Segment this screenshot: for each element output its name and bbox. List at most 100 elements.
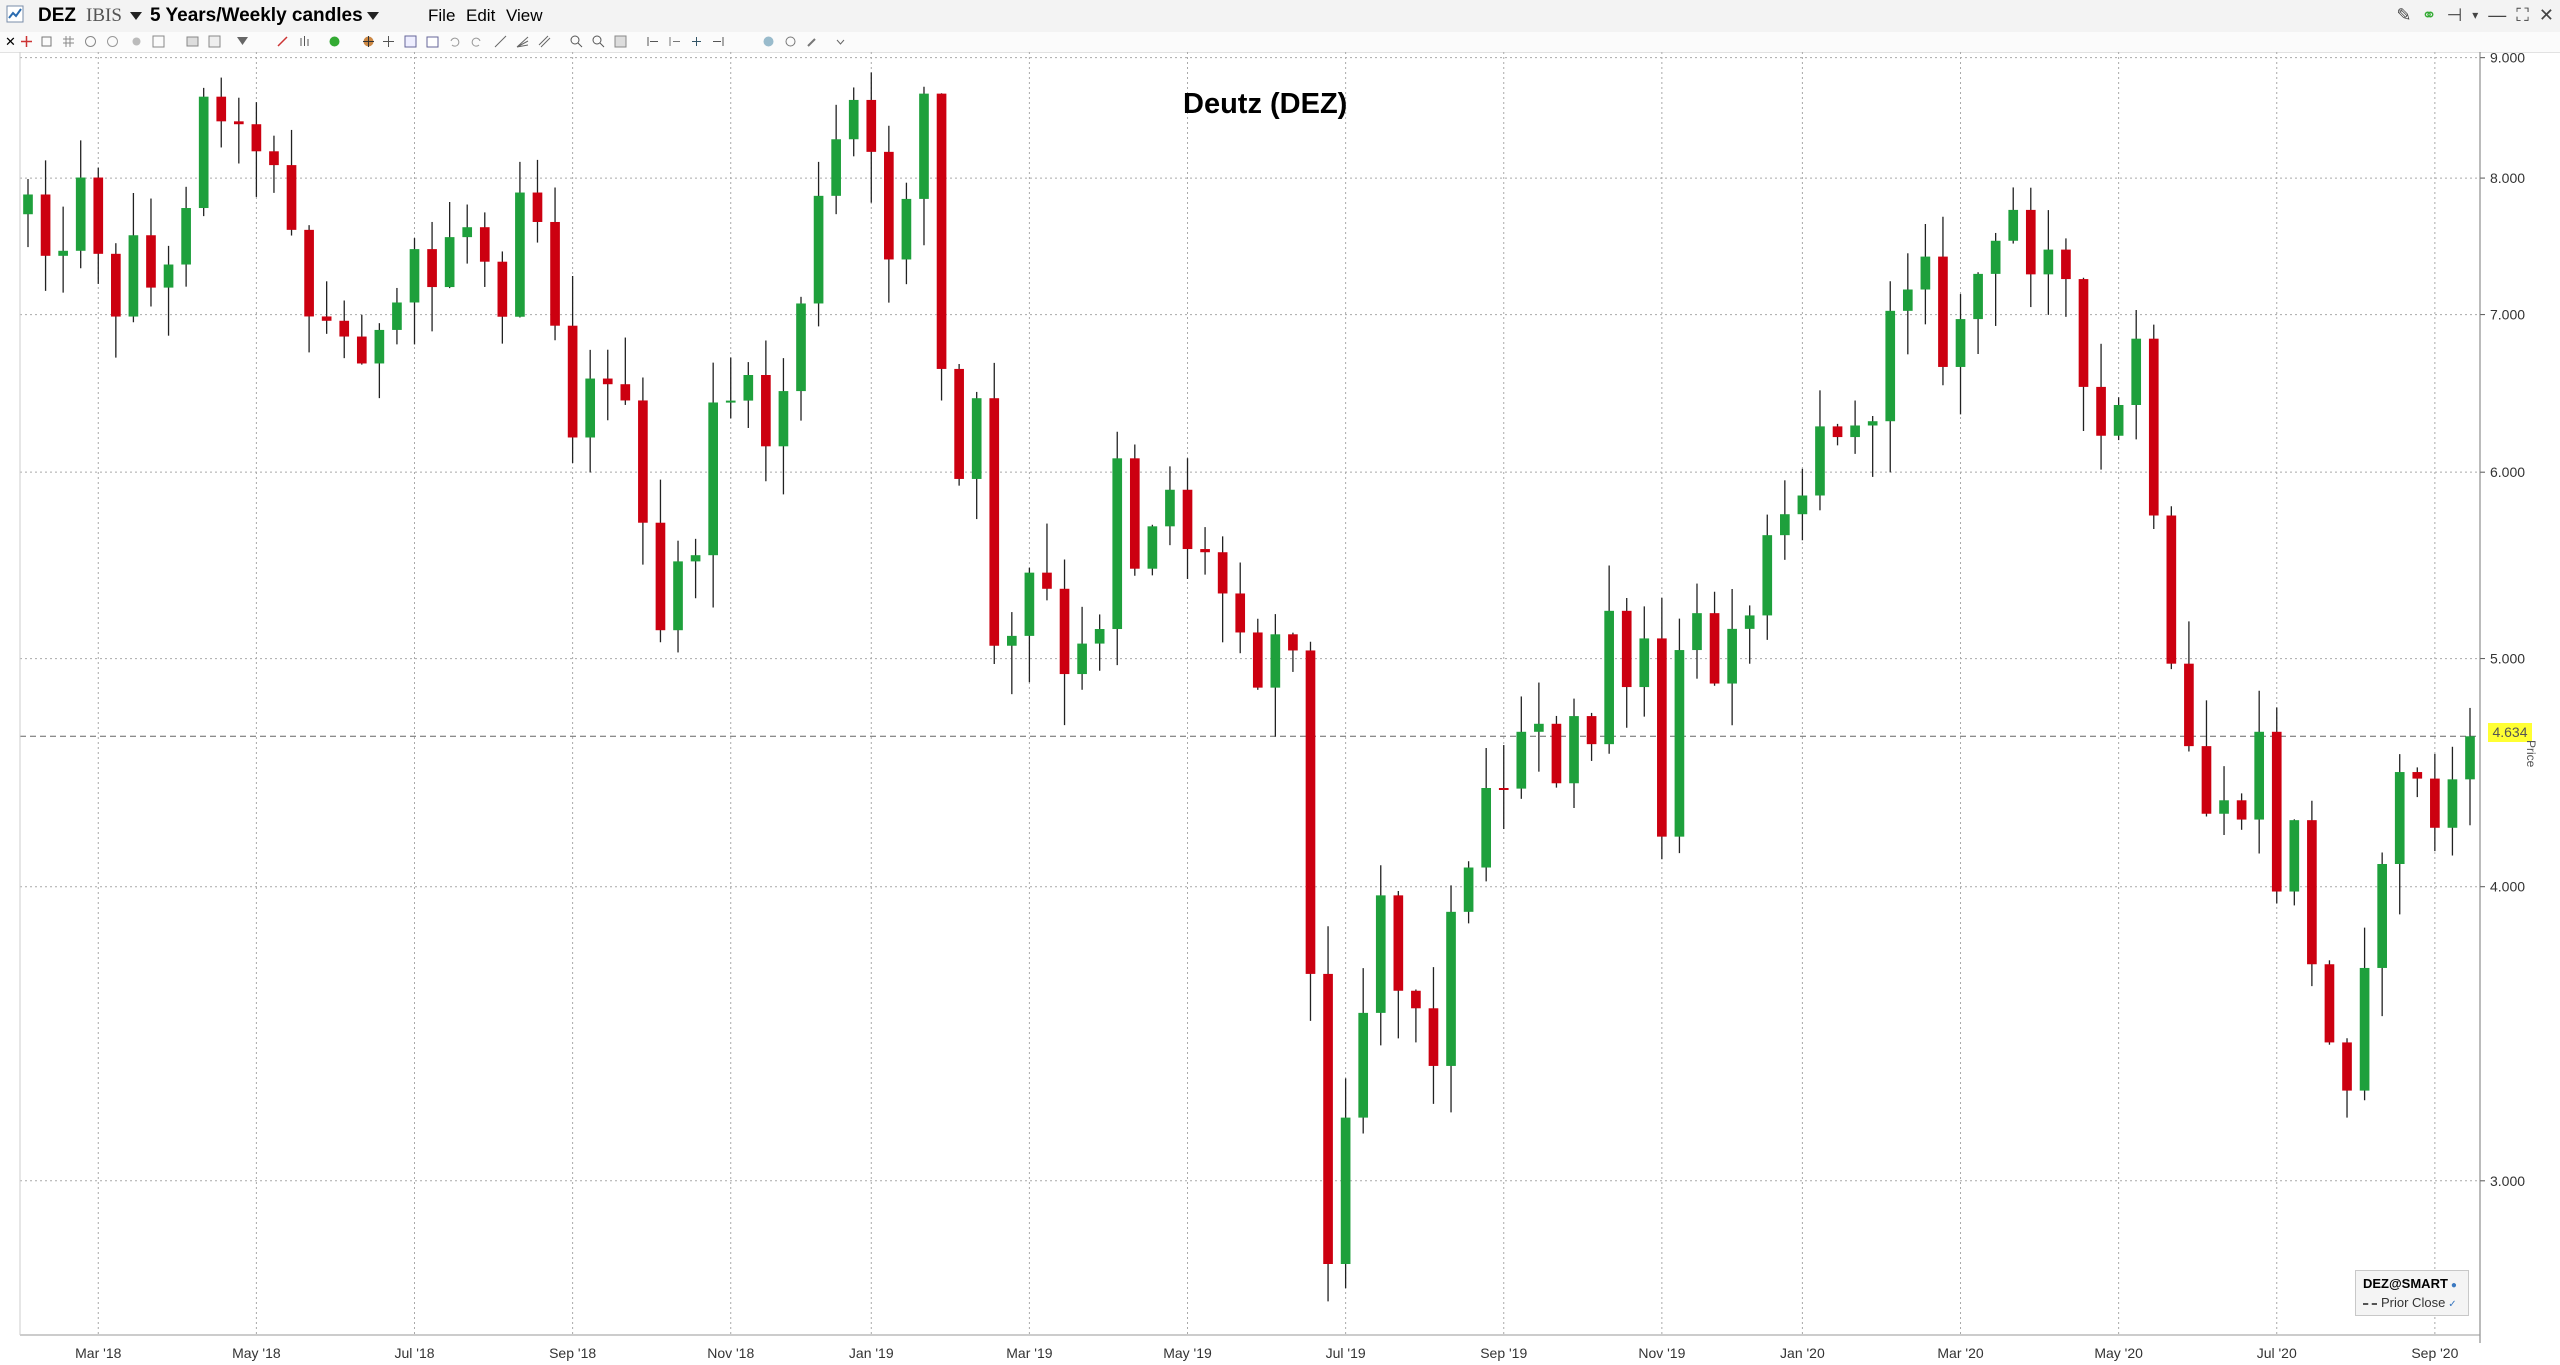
candle-up — [848, 99, 859, 140]
filter-icon[interactable] — [236, 35, 249, 48]
reload-icon[interactable] — [784, 35, 797, 48]
exchange-label: IBIS — [86, 5, 122, 26]
candle-up — [1463, 867, 1474, 912]
symbol-label[interactable]: DEZ — [38, 5, 76, 26]
candle-down — [2184, 663, 2194, 747]
candle-down — [1428, 1008, 1439, 1066]
candle-down — [866, 99, 877, 152]
candle-down — [1709, 613, 1720, 684]
candle-down — [1586, 716, 1597, 745]
legend-box[interactable]: DEZ@SMART ● Prior Close ✓ — [2355, 1270, 2469, 1316]
scroll-left-icon[interactable] — [668, 35, 681, 48]
candle-down — [2342, 1042, 2352, 1091]
candle-down — [1252, 632, 1263, 688]
maximize-icon[interactable]: ⛶ — [2516, 5, 2529, 25]
candle-up — [1165, 489, 1175, 527]
legend-title: DEZ@SMART ● — [2363, 1276, 2457, 1291]
candlestick-chart[interactable]: 3.000 4.000 5.000 6.000 7.000 8.000 9.000 Mar '… — [0, 52, 2560, 1365]
draw-line-icon[interactable] — [276, 35, 289, 48]
picture-icon[interactable] — [186, 35, 199, 48]
candle-down — [1323, 973, 1333, 1265]
x-tick-label: Jan '20 — [1780, 1345, 1825, 1361]
menu-edit[interactable]: Edit — [466, 6, 496, 25]
grid-icon[interactable] — [62, 35, 75, 48]
candle-up — [1516, 731, 1527, 789]
candle-down — [1129, 458, 1140, 569]
crosshair-icon[interactable] — [382, 35, 395, 48]
x-tick-label: Nov '19 — [1638, 1345, 1685, 1361]
pin-icon[interactable]: ⊣ — [2446, 5, 2463, 25]
scroll-right-icon[interactable] — [690, 35, 703, 48]
candle-up — [831, 139, 841, 196]
target-icon[interactable] — [362, 35, 375, 48]
candle-down — [2412, 772, 2423, 779]
channel-icon[interactable] — [538, 35, 551, 48]
close-icon[interactable]: ✕ — [5, 34, 16, 49]
indicator-icon[interactable] — [84, 35, 97, 48]
y-tick-label: 7.000 — [2490, 307, 2525, 323]
crosshair-icon[interactable] — [20, 35, 33, 48]
legend-item-prior-close[interactable]: Prior Close ✓ — [2363, 1295, 2457, 1310]
candle-up — [778, 391, 789, 447]
x-tick-label: May '18 — [232, 1345, 281, 1361]
app-chart-icon[interactable] — [6, 5, 24, 23]
candle-up — [1481, 788, 1492, 868]
refresh-icon[interactable] — [106, 35, 119, 48]
undo-icon[interactable] — [448, 35, 461, 48]
menu-file[interactable]: File — [428, 6, 456, 25]
candle-up — [392, 302, 402, 330]
fan-icon[interactable] — [516, 35, 529, 48]
candle-up — [901, 198, 912, 260]
scroll-icon[interactable] — [40, 35, 53, 48]
chart-area[interactable]: 3.000 4.000 5.000 6.000 7.000 8.000 9.000 Mar '… — [0, 52, 2560, 1365]
candle-down — [1059, 588, 1070, 675]
wrench-icon[interactable] — [806, 35, 819, 48]
info-icon[interactable]: ● — [2450, 1280, 2457, 1291]
table-icon[interactable] — [404, 35, 417, 48]
chevron-down-icon[interactable] — [834, 35, 847, 48]
redo-icon[interactable] — [470, 35, 483, 48]
symbol-dropdown-icon[interactable] — [126, 4, 142, 28]
calendar-icon[interactable] — [426, 35, 439, 48]
candle-down — [40, 194, 51, 256]
chevron-down-icon[interactable]: ▾ — [2472, 8, 2479, 22]
close-icon[interactable]: ✕ — [2538, 5, 2554, 25]
layout-icon[interactable] — [152, 35, 165, 48]
scroll-end-icon[interactable] — [712, 35, 725, 48]
candle-down — [2271, 731, 2282, 892]
candle-up — [919, 93, 929, 199]
period-selector[interactable]: 5 Years/Weekly candles — [150, 4, 379, 28]
candle-down — [1393, 895, 1404, 991]
x-tick-label: Nov '18 — [707, 1345, 754, 1361]
x-tick-label: May '19 — [1163, 1345, 1212, 1361]
menu-view[interactable]: View — [506, 6, 543, 25]
bars-icon[interactable] — [298, 35, 311, 48]
add-study-icon[interactable] — [328, 35, 341, 48]
link-icon[interactable]: ⚭ — [2421, 5, 2437, 25]
candle-up — [1112, 458, 1123, 630]
candle-up — [515, 192, 525, 317]
candle-up — [1797, 495, 1808, 515]
candle-up — [1569, 716, 1579, 784]
candle-up — [198, 96, 209, 209]
zoom-in-icon[interactable] — [570, 35, 583, 48]
candle-down — [1182, 489, 1193, 550]
y-tick-label: 5.000 — [2490, 651, 2525, 667]
candle-down — [532, 192, 543, 222]
palette-icon[interactable] — [762, 35, 775, 48]
candle-up — [1727, 628, 1737, 684]
candle-layer[interactable] — [23, 72, 2475, 1302]
scroll-start-icon[interactable] — [646, 35, 659, 48]
settings-icon[interactable] — [130, 35, 143, 48]
candle-down — [2096, 386, 2106, 436]
minimize-icon[interactable]: — — [2488, 5, 2507, 25]
trendline-icon[interactable] — [494, 35, 507, 48]
zoom-out-icon[interactable] — [592, 35, 605, 48]
zoom-fit-icon[interactable] — [614, 35, 627, 48]
candle-up — [1094, 629, 1105, 644]
window-icon[interactable] — [208, 35, 221, 48]
pen-icon[interactable]: ✎ — [2396, 5, 2412, 25]
candle-up — [2359, 967, 2370, 1091]
candle-up — [2447, 779, 2458, 828]
candle-down — [1551, 723, 1562, 784]
